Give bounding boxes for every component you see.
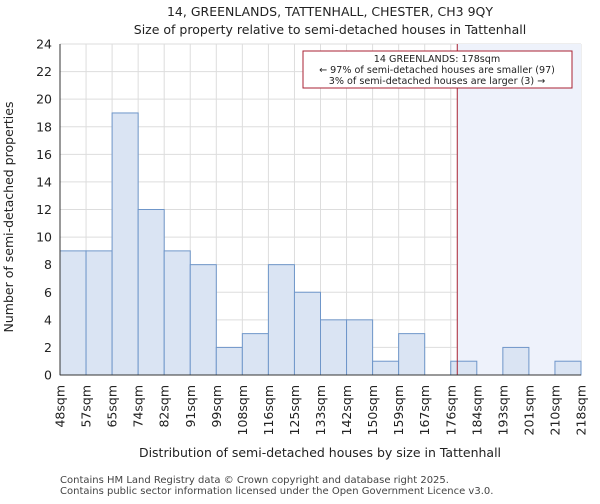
y-tick-label: 10 <box>36 230 52 245</box>
annotation-border <box>302 50 573 89</box>
x-tick-label: 218sqm <box>574 385 589 435</box>
y-tick-label: 18 <box>36 119 52 134</box>
y-tick-label: 12 <box>36 202 52 217</box>
x-axis-ticks: 48sqm 57sqm 65sqm 74sqm 82sqm 91sqm 99sqm 108sq… <box>53 385 589 435</box>
annotation-line2: ← 97% of semi-detached houses are smalle… <box>319 65 555 76</box>
y-tick-label: 4 <box>44 312 52 327</box>
histogram-bar <box>85 250 113 376</box>
y-tick-label: 16 <box>36 147 52 162</box>
histogram-bar <box>215 346 243 376</box>
x-tick-label: 116sqm <box>261 385 276 435</box>
bars-group <box>59 112 582 376</box>
x-tick-label: 99sqm <box>209 385 224 428</box>
x-tick-label: 193sqm <box>495 385 510 435</box>
y-tick-label: 20 <box>36 92 52 107</box>
histogram-bar <box>398 333 426 376</box>
footer-line1: Contains HM Land Registry data © Crown c… <box>60 475 449 486</box>
x-tick-label: 57sqm <box>79 385 94 428</box>
histogram-bar <box>189 264 217 376</box>
x-tick-label: 159sqm <box>391 385 406 435</box>
x-axis-label: Distribution of semi-detached houses by … <box>139 445 501 460</box>
x-tick-label: 125sqm <box>287 385 302 435</box>
histogram-bar <box>372 360 400 376</box>
histogram-bar <box>267 264 295 376</box>
larger-properties-region <box>457 44 581 375</box>
histogram-bar <box>346 319 374 376</box>
x-tick-label: 184sqm <box>469 385 484 435</box>
histogram-bar <box>163 250 191 376</box>
y-tick-label: 8 <box>44 257 52 272</box>
x-tick-label: 201sqm <box>521 385 536 435</box>
x-tick-label: 82sqm <box>157 385 172 428</box>
y-axis-label: Number of semi-detached properties <box>1 102 16 333</box>
annotation-line1: 14 GREENLANDS: 178sqm <box>374 54 500 65</box>
footer-line2: Contains public sector information licen… <box>60 486 493 497</box>
x-tick-label: 176sqm <box>443 385 458 435</box>
chart-title-line1: 14, GREENLANDS, TATTENHALL, CHESTER, CH3… <box>167 4 493 19</box>
x-tick-label: 108sqm <box>235 385 250 435</box>
y-tick-label: 6 <box>44 285 52 300</box>
x-tick-label: 150sqm <box>365 385 380 435</box>
x-tick-label: 210sqm <box>547 385 562 435</box>
histogram-bar <box>450 360 478 376</box>
histogram-bar <box>554 360 582 376</box>
x-tick-label: 74sqm <box>131 385 146 428</box>
histogram-bar <box>320 319 348 376</box>
x-tick-label: 65sqm <box>105 385 120 428</box>
histogram-bar <box>241 333 269 376</box>
histogram-bar <box>502 346 530 376</box>
y-tick-label: 22 <box>36 64 52 79</box>
histogram-bar <box>59 250 87 376</box>
x-tick-label: 91sqm <box>183 385 198 428</box>
histogram-bar <box>111 112 139 376</box>
x-tick-label: 133sqm <box>313 385 328 435</box>
y-tick-label: 14 <box>36 174 52 189</box>
annotation-line3: 3% of semi-detached houses are larger (3… <box>329 76 546 87</box>
x-tick-label: 142sqm <box>339 385 354 435</box>
annotation-box: 14 GREENLANDS: 178sqm ← 97% of semi-deta… <box>302 50 573 89</box>
histogram-bar <box>293 291 322 376</box>
histogram-bar <box>137 209 165 376</box>
y-tick-label: 0 <box>44 368 52 383</box>
x-tick-label: 48sqm <box>53 385 68 428</box>
y-tick-label: 2 <box>44 340 52 355</box>
x-tick-label: 167sqm <box>417 385 432 435</box>
chart-title-line2: Size of property relative to semi-detach… <box>134 22 526 37</box>
y-tick-label: 24 <box>36 37 52 52</box>
